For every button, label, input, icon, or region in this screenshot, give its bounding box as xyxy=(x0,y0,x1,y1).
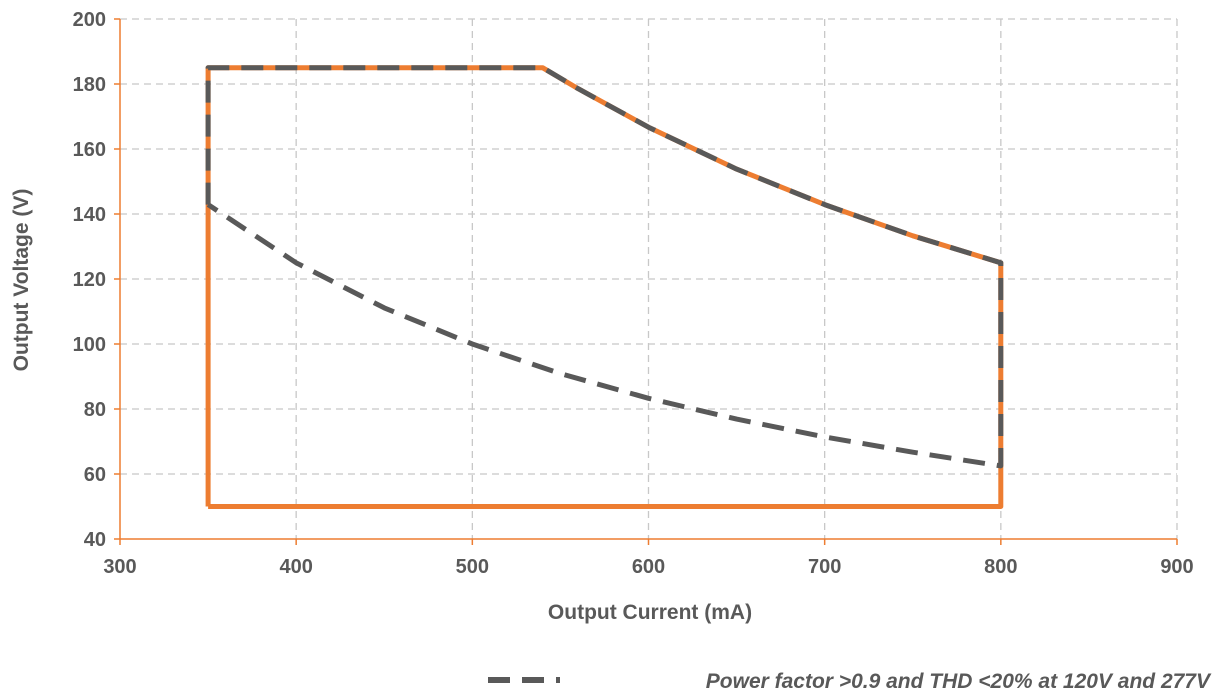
y-tick-label-180: 180 xyxy=(73,74,106,96)
plot-area xyxy=(205,65,1004,509)
series-operating_window xyxy=(205,65,1004,509)
legend: Power factor >0.9 and THD <20% at 120V a… xyxy=(488,670,1212,693)
y-tick-label-60: 60 xyxy=(84,464,106,486)
y-tick-label-40: 40 xyxy=(84,529,106,551)
grid xyxy=(120,18,1178,539)
x-tick-label-500: 500 xyxy=(456,556,489,578)
y-tick-label-80: 80 xyxy=(84,399,106,421)
y-tick-label-140: 140 xyxy=(73,204,106,226)
tick-labels: 300 400 500 600 700 800 900 40 60 80 100 120 140 160 1… xyxy=(73,9,1194,578)
y-tick-label-160: 160 xyxy=(73,139,106,161)
legend-label: Power factor >0.9 and THD <20% at 120V a… xyxy=(706,670,1212,693)
x-tick-label-800: 800 xyxy=(984,556,1017,578)
x-tick-label-900: 900 xyxy=(1160,556,1193,578)
x-tick-label-600: 600 xyxy=(632,556,665,578)
y-tick-label-200: 200 xyxy=(73,9,106,31)
y-axis-title: Output Voltage (V) xyxy=(10,189,33,372)
axes xyxy=(114,18,1178,545)
y-tick-label-120: 120 xyxy=(73,269,106,291)
x-tick-label-700: 700 xyxy=(808,556,841,578)
x-axis-title: Output Current (mA) xyxy=(548,601,752,624)
x-tick-label-400: 400 xyxy=(279,556,312,578)
x-tick-label-300: 300 xyxy=(103,556,136,578)
series-pf_thd_region xyxy=(205,65,1004,469)
y-tick-label-100: 100 xyxy=(73,334,106,356)
